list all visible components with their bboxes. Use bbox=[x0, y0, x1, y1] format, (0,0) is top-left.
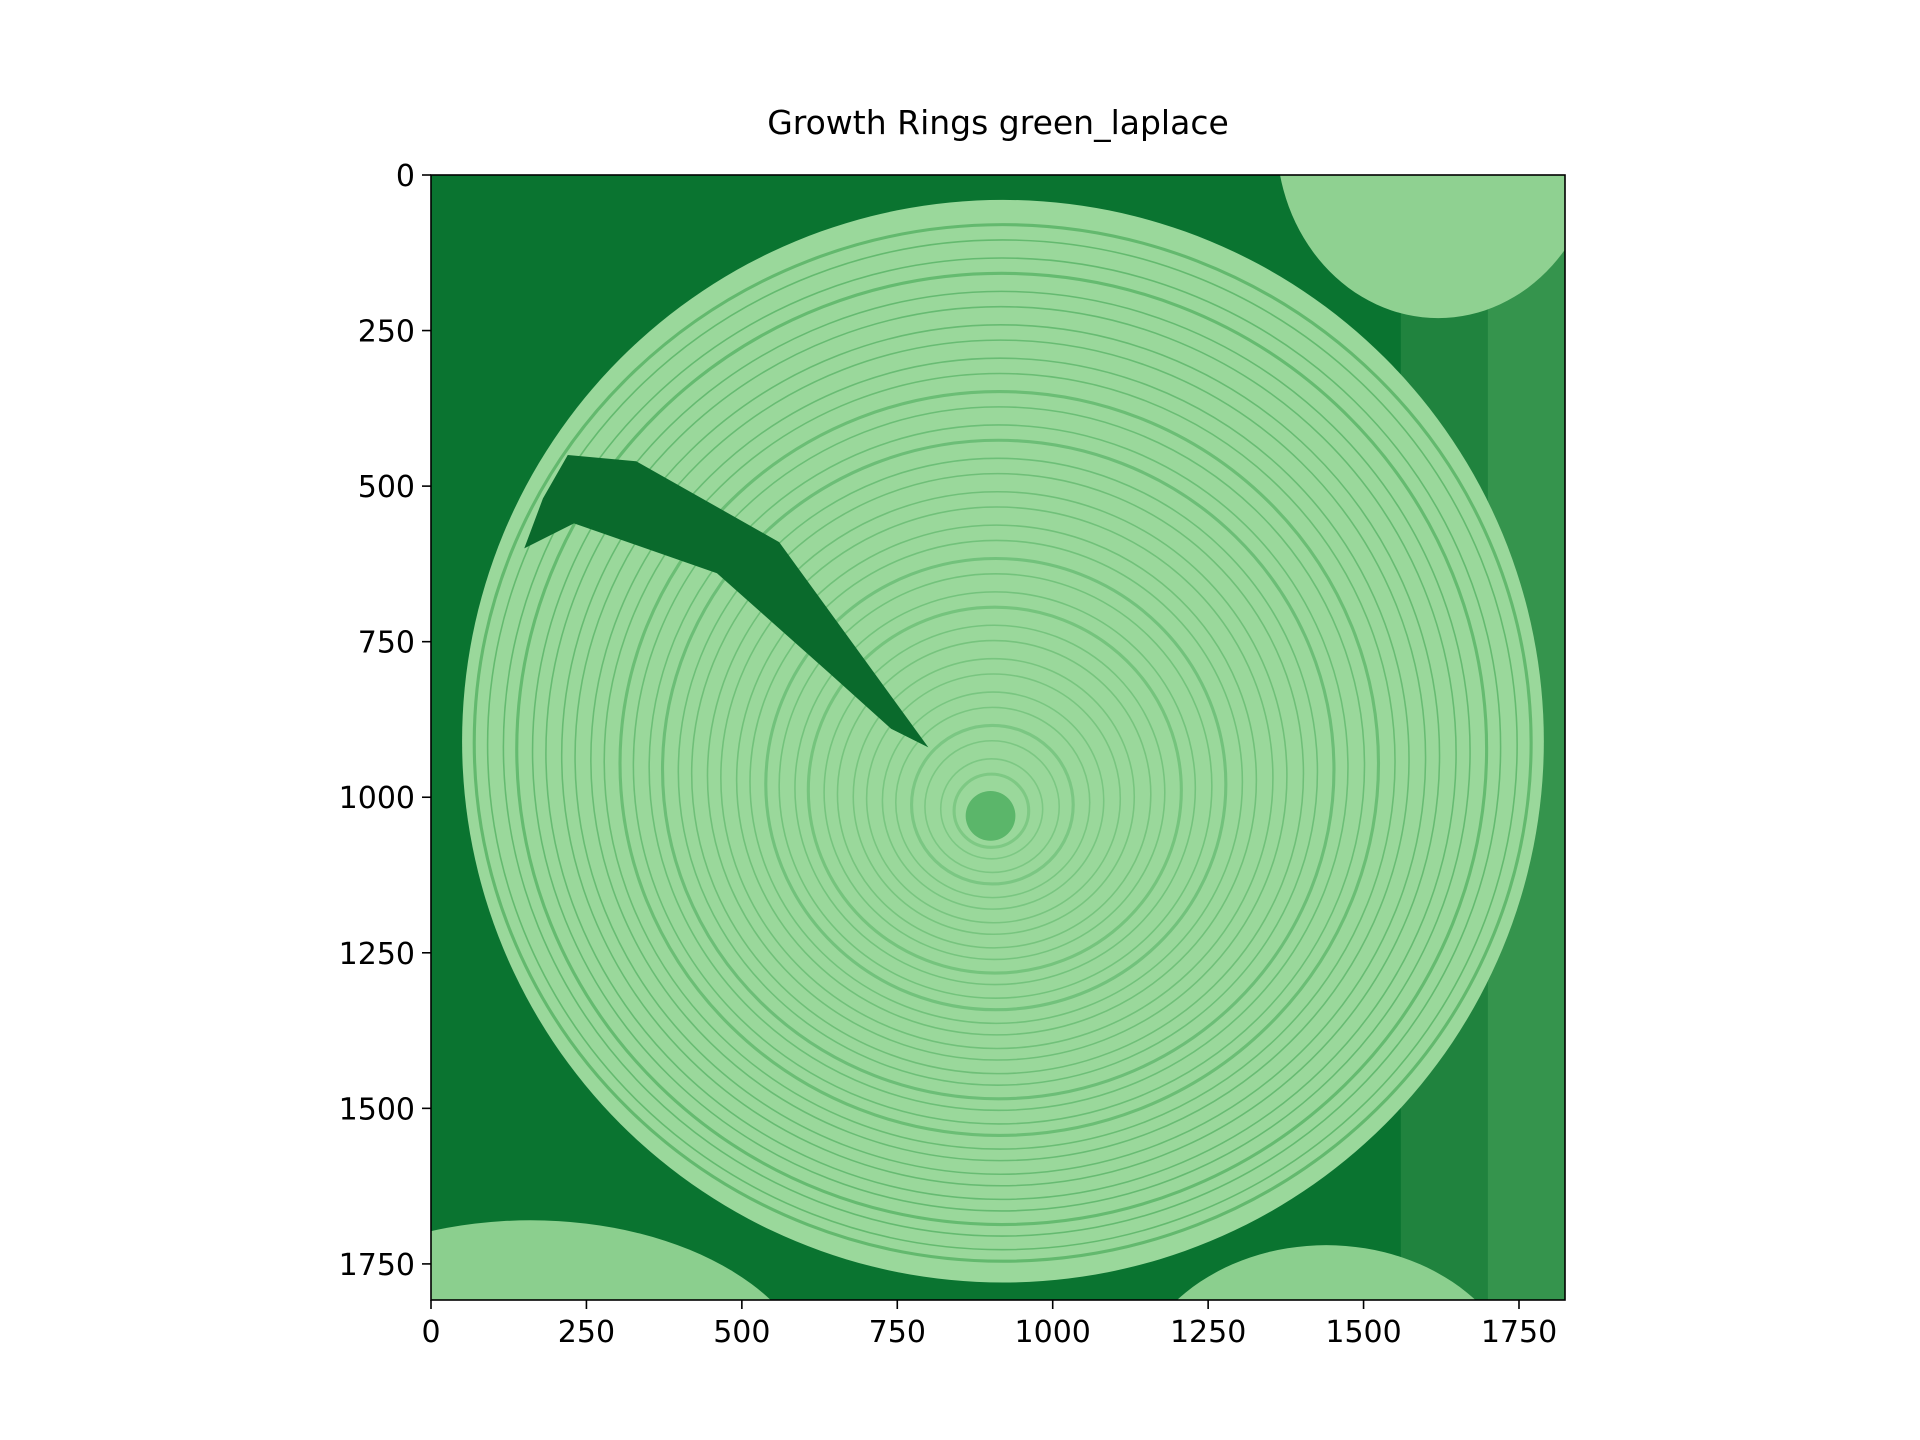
y-tick-label: 500 bbox=[358, 470, 415, 505]
ring bbox=[939, 758, 1044, 860]
x-tick-label: 0 bbox=[421, 1315, 440, 1350]
x-tick-label: 1500 bbox=[1325, 1315, 1401, 1350]
ring bbox=[806, 605, 1183, 975]
ring bbox=[749, 539, 1244, 1025]
ring bbox=[865, 673, 1122, 924]
chart-title: Growth Rings green_laplace bbox=[767, 103, 1229, 142]
y-tick-label: 250 bbox=[358, 315, 415, 350]
x-tick-label: 250 bbox=[558, 1315, 615, 1350]
ring bbox=[690, 472, 1305, 1075]
ring bbox=[852, 657, 1136, 936]
ring bbox=[632, 406, 1366, 1125]
y-tick-label: 750 bbox=[358, 626, 415, 661]
ring bbox=[603, 372, 1396, 1150]
y-tick-label: 1000 bbox=[339, 781, 415, 816]
ring bbox=[794, 591, 1197, 986]
ring bbox=[545, 305, 1457, 1201]
crack bbox=[524, 454, 929, 748]
ring bbox=[720, 506, 1274, 1050]
ring bbox=[836, 639, 1152, 949]
y-tick-label: 1500 bbox=[339, 1092, 415, 1127]
x-tick-label: 750 bbox=[869, 1315, 926, 1350]
x-tick-label: 500 bbox=[713, 1315, 770, 1350]
y-tick-label: 1250 bbox=[339, 937, 415, 972]
pith bbox=[965, 790, 1016, 841]
ring bbox=[502, 257, 1502, 1237]
ring bbox=[531, 290, 1471, 1212]
ring bbox=[778, 573, 1213, 999]
ring bbox=[823, 624, 1166, 961]
bottom-right-log bbox=[1177, 1245, 1476, 1300]
ring bbox=[574, 339, 1427, 1176]
ring bbox=[648, 424, 1349, 1112]
ring bbox=[515, 271, 1489, 1227]
bottom-left-log bbox=[431, 1220, 771, 1300]
y-tick-label: 0 bbox=[396, 159, 415, 194]
ring bbox=[590, 357, 1410, 1162]
x-tick-label: 1250 bbox=[1170, 1315, 1246, 1350]
ring bbox=[764, 556, 1228, 1012]
top-right-log bbox=[1280, 175, 1565, 319]
ring bbox=[952, 772, 1031, 849]
x-tick-label: 1000 bbox=[1015, 1315, 1091, 1350]
ring bbox=[735, 524, 1258, 1036]
axes-frame bbox=[430, 174, 1566, 1301]
ring bbox=[660, 438, 1336, 1101]
ring bbox=[486, 239, 1518, 1251]
ring bbox=[910, 723, 1075, 886]
ring bbox=[560, 324, 1441, 1187]
growth-rings bbox=[472, 223, 1533, 1263]
ring bbox=[894, 706, 1091, 899]
ring bbox=[677, 457, 1319, 1086]
ring bbox=[881, 691, 1105, 910]
ring bbox=[618, 390, 1381, 1138]
ring bbox=[472, 223, 1533, 1263]
ring bbox=[706, 490, 1288, 1061]
x-tick-label: 1750 bbox=[1481, 1315, 1557, 1350]
image-content bbox=[431, 175, 1565, 1300]
ring bbox=[924, 739, 1060, 874]
y-tick-label: 1750 bbox=[339, 1248, 415, 1283]
image bbox=[431, 175, 1565, 1300]
